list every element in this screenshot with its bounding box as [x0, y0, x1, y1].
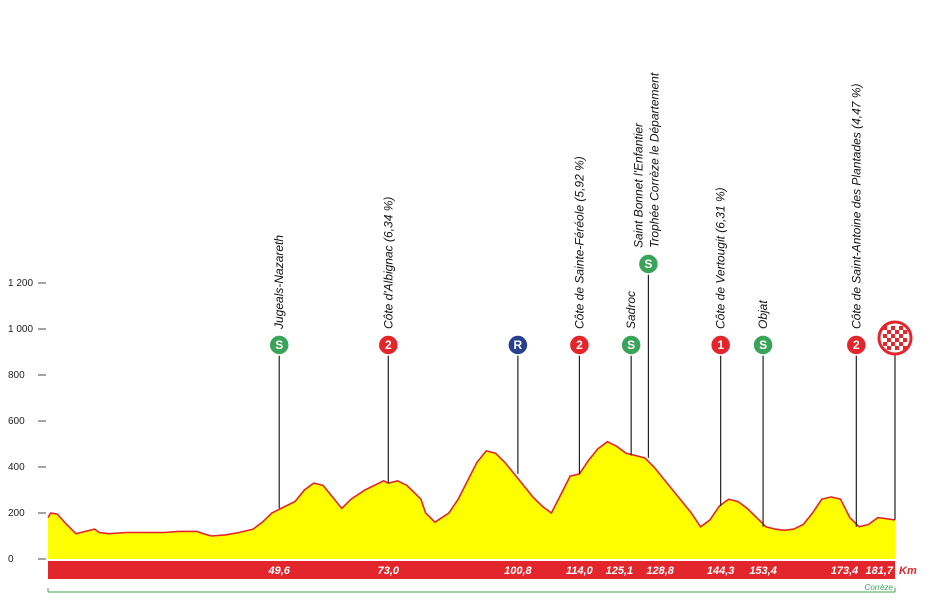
- waypoint-icon-label: R: [514, 338, 523, 352]
- checker-square: [899, 326, 903, 330]
- checker-square: [891, 342, 895, 346]
- y-tick-label: 800: [8, 370, 25, 381]
- checker-square: [895, 346, 899, 350]
- department-label: Corrèze: [865, 583, 894, 592]
- y-tick-label: 600: [8, 416, 25, 427]
- km-band-bar: [48, 561, 895, 579]
- checker-square: [883, 334, 887, 338]
- waypoint-icon: [268, 334, 290, 356]
- checker-square: [887, 346, 891, 350]
- km-marker-label: 144,3: [707, 565, 735, 577]
- km-marker-label: 181,7: [865, 565, 893, 577]
- waypoint-icon: [845, 334, 868, 356]
- y-tick-label: 1 000: [8, 324, 33, 335]
- checker-square: [891, 326, 895, 330]
- km-unit-label: Km: [899, 565, 917, 577]
- km-marker-label: 49,6: [268, 565, 291, 577]
- y-tick-label: 200: [8, 508, 25, 519]
- y-tick-label: 400: [8, 462, 25, 473]
- checker-square: [895, 330, 899, 334]
- checker-square: [887, 330, 891, 334]
- km-marker-label: 114,0: [566, 565, 594, 577]
- km-marker-label: 100,8: [504, 565, 532, 577]
- checker-square: [887, 338, 891, 342]
- checker-square: [891, 334, 895, 338]
- km-band: 49,6 73,0 100,8 114,0 125,1 128,8 144,3 153,4 17…: [48, 561, 917, 579]
- waypoint-icon-label: 2: [385, 338, 392, 352]
- km-marker-label: 173,4: [831, 565, 859, 577]
- elevation-outline: [47, 440, 896, 537]
- y-tick-label: 0: [8, 554, 14, 565]
- waypoint-icon: [377, 334, 400, 356]
- waypoint-icon: [637, 253, 660, 275]
- km-marker-label: 125,1: [606, 565, 634, 577]
- checker-square: [883, 326, 887, 330]
- checker-square: [899, 334, 903, 338]
- waypoint-name: Objat: [756, 300, 770, 329]
- waypoint-icon: [568, 334, 591, 356]
- waypoint-icon-label: 2: [576, 338, 583, 352]
- waypoint-name: Côte de Saint-Antoine des Plantades (4,4…: [849, 84, 863, 329]
- km-marker-label: 153,4: [749, 565, 777, 577]
- checker-square: [903, 346, 907, 350]
- waypoint-name: Côte d'Albignac (6,34 %): [381, 197, 395, 329]
- waypoints: S Jugeals-Nazareth 2 Côte d'Albignac (6,34 …: [268, 72, 913, 527]
- checker-square: [895, 338, 899, 342]
- waypoint-icon-label: S: [644, 257, 652, 271]
- waypoint-name: Côte de Vertougit (6,31 %): [714, 187, 728, 329]
- waypoint-name-secondary: Trophée Corrèze le Département: [647, 72, 661, 248]
- y-axis: 0 200 400 600 800 1 000 1 200: [8, 278, 46, 565]
- waypoint-name: Jugeals-Nazareth: [272, 235, 286, 330]
- waypoint-icon-label: S: [627, 338, 635, 352]
- waypoint-name: Sadroc: [624, 291, 638, 329]
- waypoint-icon: [709, 334, 732, 356]
- waypoint-icon-label: 1: [717, 338, 724, 352]
- elevation-area: [48, 441, 895, 559]
- elevation-profile: [47, 440, 896, 559]
- km-marker-label: 73,0: [378, 565, 400, 577]
- waypoint-name: Côte de Sainte-Féréole (5,92 %): [572, 156, 586, 329]
- checker-pattern: [883, 326, 907, 350]
- waypoint-icon: [507, 334, 529, 356]
- waypoint-name: Saint Bonnet l'Enfantier: [631, 122, 645, 248]
- checker-square: [903, 330, 907, 334]
- checker-square: [899, 342, 903, 346]
- checker-square: [903, 338, 907, 342]
- waypoint-icon-label: S: [759, 338, 767, 352]
- waypoint-icon: [752, 334, 774, 356]
- waypoint-icon-label: 2: [853, 338, 860, 352]
- checker-square: [883, 342, 887, 346]
- waypoint-icon: [620, 334, 642, 356]
- y-tick-label: 1 200: [8, 278, 33, 289]
- km-marker-label: 128,8: [646, 565, 674, 577]
- waypoint-icon-label: S: [275, 338, 283, 352]
- department-line: Corrèze: [47, 583, 896, 593]
